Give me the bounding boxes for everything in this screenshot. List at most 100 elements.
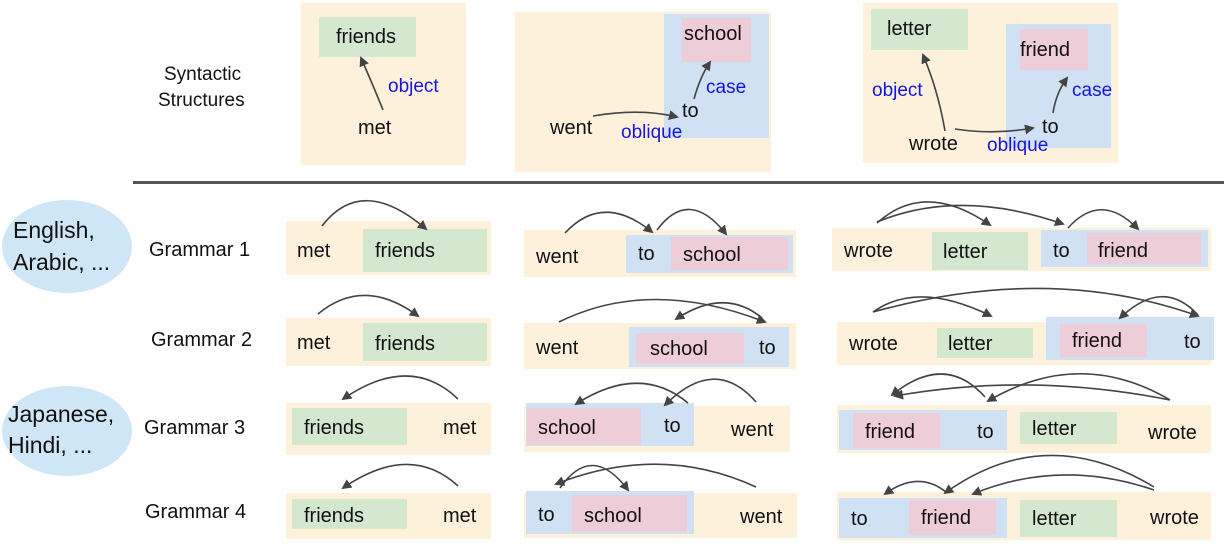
sentence-word: met [297, 332, 331, 354]
dependency-arc [574, 382, 689, 406]
sentence-word: friend [865, 421, 916, 443]
dependency-arc [317, 294, 420, 318]
dependency-arc [674, 301, 763, 321]
sentence-word: met [443, 505, 477, 527]
word-box-pink [636, 333, 744, 364]
structure-dep-box [319, 17, 416, 57]
sentence-word: to [851, 508, 868, 530]
sentence-word: wrote [1148, 422, 1197, 444]
language-group-ellipse [2, 386, 132, 476]
dependency-arc [341, 463, 459, 490]
dependency-arc [872, 296, 993, 317]
sentence-word: went [731, 419, 774, 441]
sentence-word: met [297, 240, 331, 262]
sentence-word: school [683, 244, 741, 266]
dependency-arc [1067, 208, 1140, 231]
word-box-pink [671, 237, 788, 270]
structure-dep-box [1020, 29, 1088, 70]
structure-obj-word: letter [887, 18, 932, 40]
section-divider [133, 181, 1224, 184]
sentence-word: wrote [1150, 507, 1199, 529]
sentence-word: to [1053, 240, 1070, 262]
tree-arrow-oblique [954, 124, 1035, 135]
language-group-ellipse [2, 200, 132, 293]
language-group-line2: Arabic, ... [13, 249, 111, 275]
word-box-green [363, 323, 487, 361]
word-box-pink [909, 500, 996, 535]
sentence-word: to [759, 337, 776, 359]
structure-dep-word: school [684, 23, 742, 45]
sentence-word: went [536, 246, 579, 268]
tree-arrow-object [921, 53, 946, 132]
structure-head-word: wrote [909, 133, 958, 155]
structure-head-word: went [550, 117, 593, 139]
grammar-label: Grammar 4 [145, 501, 247, 523]
language-group-line1: English, [13, 217, 95, 243]
dependency-arc [321, 199, 428, 231]
structure-mid-word: to [1042, 116, 1059, 138]
structure-head-word: met [358, 117, 392, 139]
sentence-word: wrote [844, 240, 893, 262]
tree-arrow-case [1052, 76, 1069, 114]
grammar-label: Grammar 3 [144, 417, 246, 439]
sentence-word: friends [304, 417, 365, 439]
word-box-green [292, 499, 407, 529]
dependency-arc [872, 287, 1200, 319]
structure-dep-word: friends [336, 26, 397, 48]
language-group-line2: Hindi, ... [8, 432, 93, 458]
sentence-word: school [650, 338, 708, 360]
sentence-word: school [538, 417, 596, 439]
word-box-green [1020, 500, 1117, 537]
dependency-arc [663, 378, 757, 407]
sentence-word: went [536, 337, 579, 359]
sentence-word: friend [921, 507, 972, 529]
dependency-arc [883, 480, 947, 496]
word-box-pink [572, 495, 687, 532]
relation-label-object: object [388, 76, 439, 97]
dependency-arc [559, 464, 630, 492]
structure-obj-box [871, 9, 968, 50]
grammar-label: Grammar 2 [151, 329, 253, 351]
dependency-arc [876, 201, 992, 227]
dependency-arc [971, 474, 1155, 496]
syntactic-structures-label-line1: Syntactic [164, 64, 242, 85]
sentence-word: wrote [849, 333, 898, 355]
tree-arrow-case [693, 60, 712, 100]
sentence-word: friend [1098, 240, 1149, 262]
dependency-arc [943, 454, 1155, 495]
dependency-arc [890, 373, 986, 398]
word-box-green [932, 232, 1028, 270]
sentence-word: friend [1072, 330, 1123, 352]
dependency-arc [558, 298, 767, 324]
sentence-word: letter [1032, 418, 1077, 440]
dependency-arc [876, 204, 1065, 227]
dependency-arc [341, 375, 459, 401]
tree-arrow-oblique [592, 110, 679, 120]
dependency-arc [986, 373, 1171, 403]
dependency-arc [893, 384, 1171, 401]
relation-label-case: case [706, 77, 747, 98]
sentence-word: met [443, 417, 477, 439]
dependency-arc [564, 211, 654, 234]
dependency-arc [554, 463, 757, 488]
structure-dep-word: friend [1020, 39, 1071, 61]
grammar-label: Grammar 1 [149, 239, 251, 261]
relation-label-oblique: oblique [987, 135, 1049, 156]
sentence-word: school [584, 505, 642, 527]
sentence-word: friends [304, 505, 365, 527]
sentence-word: to [538, 504, 555, 526]
syntactic-structures-label-line2: Structures [158, 90, 245, 111]
word-box-pink [1060, 324, 1147, 357]
sentence-word: to [977, 421, 994, 443]
sentence-word: letter [948, 333, 993, 355]
language-group-line1: Japanese, [8, 401, 115, 427]
sentence-word: letter [943, 241, 988, 263]
sentence-word: friends [375, 333, 436, 355]
sentence-word: to [1184, 331, 1201, 353]
sentence-word: went [740, 506, 783, 528]
dependency-arc [656, 208, 728, 236]
word-box-pink [853, 413, 940, 448]
structure-mid-word: to [682, 100, 699, 122]
word-box-pink [527, 408, 641, 445]
